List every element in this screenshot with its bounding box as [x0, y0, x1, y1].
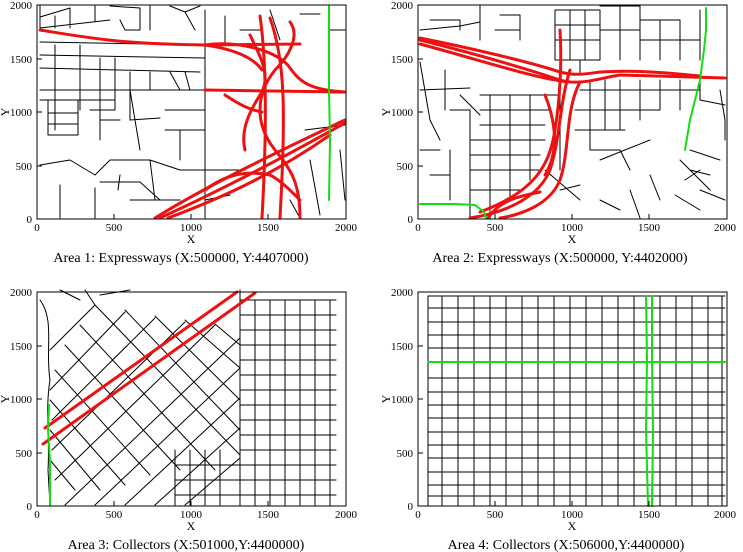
- x-tick-label: 1000: [180, 222, 203, 234]
- expressway-network: [418, 28, 727, 220]
- y-tick-label: 500: [16, 161, 33, 173]
- y-tick-label: 500: [397, 161, 414, 173]
- x-tick-label: 1500: [257, 509, 280, 521]
- y-tick-label: 2000: [391, 287, 414, 299]
- axis-ticks: [417, 291, 728, 507]
- y-tick-labels: 0 500 1000 1500 2000: [10, 287, 33, 513]
- y-tick-labels: 0 500 1000 1500 2000: [10, 0, 33, 226]
- panel-caption: Area 1: Expressways (X:500000, Y:4407000…: [53, 251, 309, 266]
- collector-network: [47, 404, 51, 506]
- y-tick-labels: 0 500 1000 1500 2000: [391, 287, 414, 513]
- axis-ticks: [417, 4, 728, 220]
- y-tick-label: 0: [408, 501, 414, 513]
- y-tick-label: 1500: [391, 341, 414, 353]
- x-tick-label: 0: [415, 509, 421, 521]
- expressway-network: [38, 14, 347, 220]
- x-axis-label: X: [568, 519, 577, 533]
- panel-area1: 0 500 1000 1500 2000 0 500 1000 1500 200…: [0, 0, 358, 266]
- axis-ticks: [36, 291, 347, 507]
- y-tick-label: 500: [16, 448, 33, 460]
- y-tick-labels: 0 500 1000 1500 2000: [391, 0, 414, 226]
- x-axis-label: X: [187, 519, 196, 533]
- y-tick-label: 2000: [10, 0, 33, 12]
- axis-ticks: [36, 4, 347, 220]
- panel-caption: Area 2: Expressways (X:500000, Y:4402000…: [432, 251, 688, 266]
- y-tick-label: 0: [408, 214, 414, 226]
- plot-frame: [417, 291, 728, 507]
- x-tick-label: 1000: [561, 222, 584, 234]
- x-tick-label: 500: [106, 509, 123, 521]
- y-tick-label: 500: [397, 448, 414, 460]
- x-tick-label: 1500: [257, 222, 280, 234]
- panel-caption: Area 4: Collectors (X:506000,Y:4400000): [448, 538, 685, 552]
- x-axis-label: X: [187, 232, 196, 246]
- x-tick-label: 0: [34, 222, 40, 234]
- x-tick-labels: 0 500 1000 1500 2000: [34, 509, 357, 521]
- y-tick-label: 0: [27, 501, 33, 513]
- y-tick-label: 1000: [391, 394, 414, 406]
- x-tick-label: 2000: [714, 222, 737, 234]
- x-tick-label: 1500: [638, 509, 661, 521]
- x-tick-label: 1500: [638, 222, 661, 234]
- y-axis-label: Y: [379, 394, 393, 403]
- x-tick-label: 500: [487, 222, 504, 234]
- x-tick-label: 2000: [335, 222, 358, 234]
- y-tick-label: 1000: [10, 107, 33, 119]
- x-tick-label: 500: [106, 222, 123, 234]
- street-network: [39, 289, 337, 506]
- y-axis-label: Y: [0, 107, 12, 116]
- y-tick-label: 1000: [391, 107, 414, 119]
- y-axis-label: Y: [379, 107, 393, 116]
- y-tick-label: 0: [27, 214, 33, 226]
- y-axis-label: Y: [0, 394, 12, 403]
- x-tick-label: 1000: [561, 509, 584, 521]
- street-network: [427, 295, 726, 507]
- collector-network: [419, 7, 707, 219]
- y-tick-label: 2000: [10, 287, 33, 299]
- x-axis-label: X: [568, 232, 577, 246]
- x-tick-label: 0: [34, 509, 40, 521]
- x-tick-label: 0: [415, 222, 421, 234]
- x-tick-label: 2000: [335, 509, 358, 521]
- panel-caption: Area 3: Collectors (X:501000,Y:4400000): [68, 538, 305, 552]
- y-tick-label: 1000: [10, 394, 33, 406]
- street-network: [419, 5, 726, 219]
- x-tick-label: 500: [487, 509, 504, 521]
- collector-network: [427, 295, 726, 507]
- x-tick-labels: 0 500 1000 1500 2000: [415, 222, 736, 234]
- y-tick-label: 2000: [391, 0, 414, 12]
- y-tick-label: 1500: [391, 54, 414, 66]
- panel-area4: 0 500 1000 1500 2000 0 500 1000 1500 200…: [379, 287, 737, 552]
- panel-area2: 0 500 1000 1500 2000 0 500 1000 1500 200…: [379, 0, 737, 266]
- y-tick-label: 1500: [10, 54, 33, 66]
- panel-area3: 0 500 1000 1500 2000 0 500 1000 1500 200…: [0, 287, 358, 552]
- expressway-network: [41, 290, 257, 446]
- x-tick-labels: 0 500 1000 1500 2000: [34, 222, 357, 234]
- y-tick-label: 1500: [10, 341, 33, 353]
- x-tick-label: 1000: [180, 509, 203, 521]
- x-tick-labels: 0 500 1000 1500 2000: [415, 509, 736, 521]
- x-tick-label: 2000: [714, 509, 737, 521]
- collector-network: [328, 5, 331, 201]
